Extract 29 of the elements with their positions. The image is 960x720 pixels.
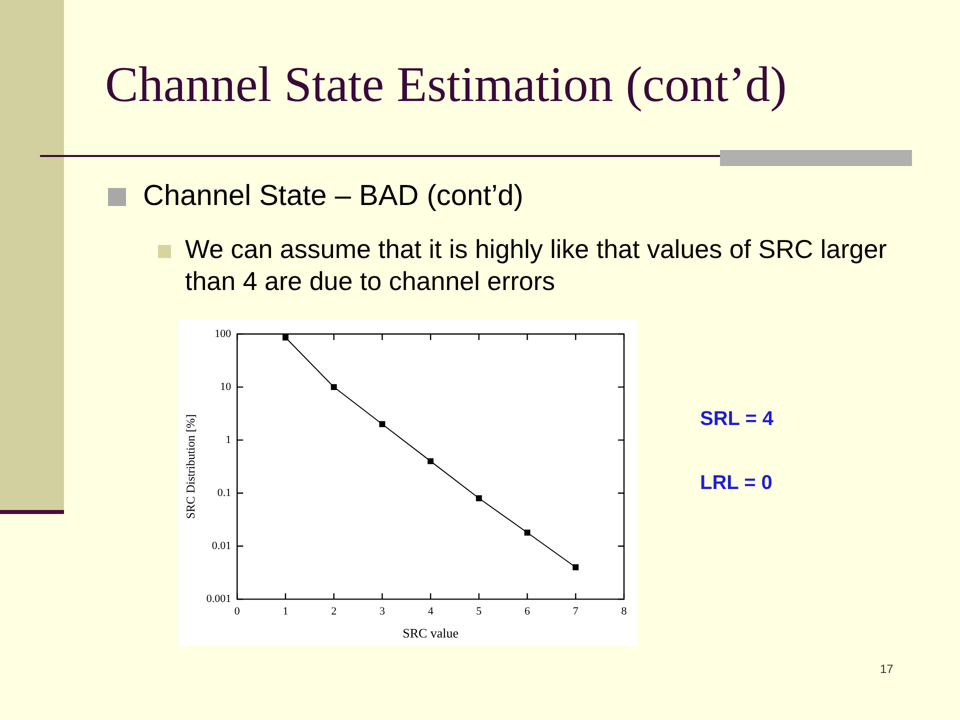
text: LRL = 0 xyxy=(700,472,772,495)
y-tick-label: 0.001 xyxy=(206,593,232,606)
point xyxy=(330,384,337,390)
chart-subtitle: Channel State – BAD (cont’d) xyxy=(143,180,524,213)
text: SRL = 4 xyxy=(700,408,774,431)
x-tick-label: 4 xyxy=(428,606,434,618)
x-tick-label: 3 xyxy=(379,606,386,618)
x-tick-label: 0 xyxy=(234,606,240,618)
x-tick-label: 2 xyxy=(331,606,337,618)
y-tick-label: 10 xyxy=(220,380,232,393)
point xyxy=(572,564,579,570)
text: 17 xyxy=(880,662,894,676)
text: We can assume that it is highly like that values of SRC larger than 4 are due to channel errors xyxy=(185,233,888,297)
x-axis-title: SRC value xyxy=(402,626,459,641)
point xyxy=(476,495,482,502)
point xyxy=(428,458,434,464)
chart-title: Channel State Estimation (cont’d) xyxy=(105,55,787,113)
y-tick-label: 0.1 xyxy=(217,487,232,500)
y-tick-label: 1 xyxy=(226,434,232,446)
x-tick-label: 8 xyxy=(621,606,628,618)
y-tick-label: 0.01 xyxy=(212,540,232,552)
point xyxy=(379,421,386,428)
x-tick-label: 6 xyxy=(524,606,531,618)
x-tick-label: 7 xyxy=(572,606,579,618)
point xyxy=(524,530,530,536)
y-tick-label: 100 xyxy=(214,328,232,340)
x-tick-label: 1 xyxy=(282,606,288,618)
y-axis-title: SRC Distribution [%] xyxy=(183,414,198,519)
x-tick-label: 5 xyxy=(476,606,482,618)
